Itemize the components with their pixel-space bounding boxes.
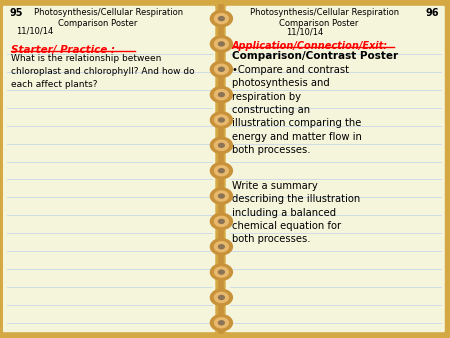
Circle shape xyxy=(214,216,229,227)
Circle shape xyxy=(210,213,233,230)
Circle shape xyxy=(214,266,229,278)
Circle shape xyxy=(218,41,225,47)
Circle shape xyxy=(210,10,233,27)
Circle shape xyxy=(210,162,233,179)
Circle shape xyxy=(214,140,229,151)
Circle shape xyxy=(218,143,225,148)
Text: •Compare and contrast
photosynthesis and
respiration by
constructing an
illustra: •Compare and contrast photosynthesis and… xyxy=(232,65,362,155)
Circle shape xyxy=(214,89,229,100)
Circle shape xyxy=(214,190,229,202)
Circle shape xyxy=(218,219,225,224)
FancyBboxPatch shape xyxy=(225,5,446,333)
Text: Application/Connection/Exit:: Application/Connection/Exit: xyxy=(232,41,388,51)
Circle shape xyxy=(214,241,229,252)
Circle shape xyxy=(214,292,229,303)
Circle shape xyxy=(214,317,229,329)
Text: What is the relationship between
chloroplast and chlorophyll? And how do
each af: What is the relationship between chlorop… xyxy=(11,54,195,89)
Circle shape xyxy=(218,117,225,123)
Circle shape xyxy=(218,244,225,249)
Circle shape xyxy=(214,114,229,126)
Circle shape xyxy=(214,13,229,24)
Circle shape xyxy=(218,193,225,199)
Circle shape xyxy=(218,92,225,97)
Circle shape xyxy=(214,165,229,176)
Circle shape xyxy=(218,67,225,72)
Circle shape xyxy=(210,314,233,332)
FancyBboxPatch shape xyxy=(2,5,216,333)
Circle shape xyxy=(210,289,233,306)
Circle shape xyxy=(218,269,225,275)
Circle shape xyxy=(210,61,233,78)
Text: 11/10/14: 11/10/14 xyxy=(16,26,53,35)
Text: Photosynthesis/Cellular Respiration: Photosynthesis/Cellular Respiration xyxy=(250,8,399,18)
Text: 11/10/14: 11/10/14 xyxy=(286,28,323,37)
Text: Comparison/Contrast Poster: Comparison/Contrast Poster xyxy=(232,51,398,62)
Circle shape xyxy=(214,38,229,50)
Text: Photosynthesis/Cellular Respiration: Photosynthesis/Cellular Respiration xyxy=(34,8,183,18)
Text: Starter/ Practice :: Starter/ Practice : xyxy=(11,45,115,55)
Circle shape xyxy=(210,238,233,256)
Circle shape xyxy=(218,16,225,21)
Circle shape xyxy=(210,35,233,53)
Circle shape xyxy=(210,187,233,205)
Text: 95: 95 xyxy=(9,8,22,19)
Circle shape xyxy=(218,295,225,300)
Circle shape xyxy=(210,263,233,281)
Circle shape xyxy=(210,86,233,103)
Circle shape xyxy=(214,64,229,75)
Text: Comparison Poster: Comparison Poster xyxy=(279,19,358,28)
Text: 96: 96 xyxy=(425,8,439,19)
Circle shape xyxy=(218,320,225,325)
Text: Comparison Poster: Comparison Poster xyxy=(58,19,138,28)
Circle shape xyxy=(210,137,233,154)
Circle shape xyxy=(210,111,233,129)
Text: Write a summary
describing the illustration
including a balanced
chemical equati: Write a summary describing the illustrat… xyxy=(232,181,360,244)
Circle shape xyxy=(218,168,225,173)
